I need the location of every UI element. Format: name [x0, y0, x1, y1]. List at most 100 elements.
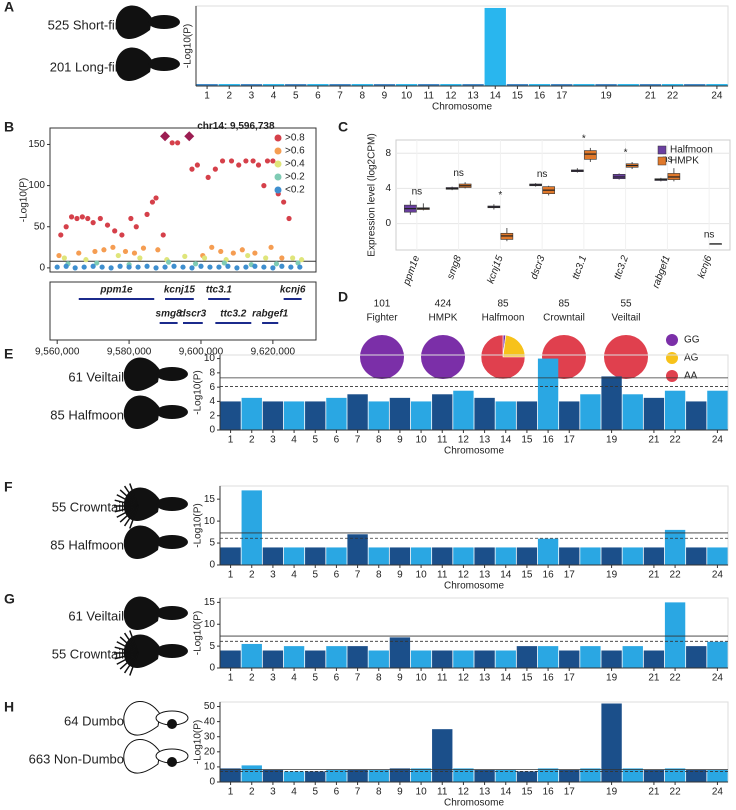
snp-point [135, 264, 141, 270]
snp-point [169, 140, 175, 146]
x-tick-label: 22 [670, 787, 682, 798]
x-tick-label: kcnj6 [696, 254, 714, 280]
snp-column [368, 401, 389, 430]
y-tick-label: 0 [209, 663, 215, 674]
snp-column [305, 401, 326, 430]
snp-column [559, 769, 580, 782]
snp-column [410, 401, 432, 430]
snp-column [516, 547, 538, 565]
fish-body [148, 15, 180, 29]
x-tick-label: 13 [468, 91, 480, 102]
snp-point [85, 215, 91, 222]
x-tick-label: 13 [479, 570, 491, 581]
pie-slice [421, 335, 465, 379]
snp-point [192, 261, 199, 267]
snp-point [243, 158, 249, 164]
snp-point [97, 215, 103, 222]
snp-column [622, 547, 643, 565]
snp-column [220, 547, 241, 565]
snp-point [171, 263, 177, 269]
x-tick-label: 19 [606, 435, 618, 446]
fish-ray [119, 489, 139, 507]
x-tick-label: 3 [270, 673, 276, 684]
x-tick-label: 21 [648, 570, 660, 581]
fish-ray [114, 505, 139, 513]
snp-column [661, 84, 684, 86]
snp-column [664, 529, 686, 565]
y-tick-label: 50 [204, 701, 216, 712]
legend-label: >0.2 [285, 172, 305, 183]
snp-column [373, 84, 396, 86]
y-tick-label: 6 [209, 382, 215, 393]
snp-column [453, 547, 474, 565]
significance-label: * [624, 148, 628, 159]
gene-label: kcnj15 [164, 285, 196, 296]
x-tick-label: 9 [397, 787, 403, 798]
snp-point [201, 255, 208, 261]
snp-column [580, 547, 601, 565]
panel-label: D [338, 289, 348, 305]
x-tick-label: 16 [543, 787, 555, 798]
x-tick-label: 4 [291, 673, 297, 684]
snp-column [432, 650, 453, 668]
y-tick-label: 150 [28, 139, 45, 150]
snp-column [389, 637, 411, 668]
x-tick-label: 11 [437, 435, 448, 446]
legend-label: Halfmoon [670, 145, 713, 156]
fish-ray [129, 505, 139, 529]
snp-column [686, 401, 707, 430]
x-tick-label: 19 [606, 570, 618, 581]
y-axis-label: -Log10(P) [193, 503, 204, 547]
fish-ray [129, 630, 139, 654]
gene-label: ttc3.1 [206, 285, 233, 296]
legend-swatch [666, 352, 678, 364]
y-axis-label: -Log10(P) [193, 611, 204, 655]
snp-point [299, 257, 305, 263]
snp-column [622, 646, 643, 668]
legend-label: >0.8 [285, 133, 305, 144]
snp-point [149, 199, 156, 205]
lead-snp [160, 131, 171, 142]
group-count: 424 [435, 299, 452, 310]
y-tick-label: 15 [204, 597, 216, 608]
snp-point [286, 215, 292, 222]
x-tick-label: 1 [228, 673, 234, 684]
x-tick-label: 8 [376, 570, 382, 581]
y-tick-label: 5 [209, 538, 215, 549]
x-tick-label: 21 [648, 787, 660, 798]
snp-point [144, 263, 150, 269]
x-tick-label: 5 [312, 787, 318, 798]
fish-fin [115, 5, 152, 39]
snp-point [236, 162, 242, 168]
x-tick-label: ttc3.2 [612, 254, 631, 281]
snp-point [131, 250, 138, 256]
snp-column [506, 84, 529, 86]
x-tick-label: 5 [312, 673, 318, 684]
y-tick-label: 10 [204, 516, 216, 527]
pie-slice [604, 335, 648, 379]
snp-column [347, 769, 368, 782]
fish-icon [123, 395, 188, 429]
snp-point [225, 263, 231, 269]
x-tick-label: 11 [437, 570, 448, 581]
y-tick-label: 8 [385, 148, 391, 159]
snp-point [175, 140, 181, 146]
snp-column [440, 84, 462, 86]
legend-label: GG [684, 335, 700, 346]
snp-column [686, 547, 707, 565]
x-tick-label: 21 [645, 91, 657, 102]
snp-column [283, 547, 305, 565]
snp-column [707, 547, 728, 565]
snp-column [707, 769, 728, 782]
snp-column [474, 397, 495, 430]
x-tick-label: 11 [437, 787, 448, 798]
x-tick-label: 17 [556, 91, 568, 102]
snp-column [262, 401, 284, 430]
x-tick-label: 5 [293, 91, 299, 102]
x-tick-label: 4 [291, 787, 297, 798]
snp-column [580, 646, 601, 668]
y-tick-label: 0 [209, 425, 215, 436]
snp-column [580, 768, 601, 782]
snp-column [537, 768, 559, 782]
x-tick-label: 15 [521, 673, 533, 684]
